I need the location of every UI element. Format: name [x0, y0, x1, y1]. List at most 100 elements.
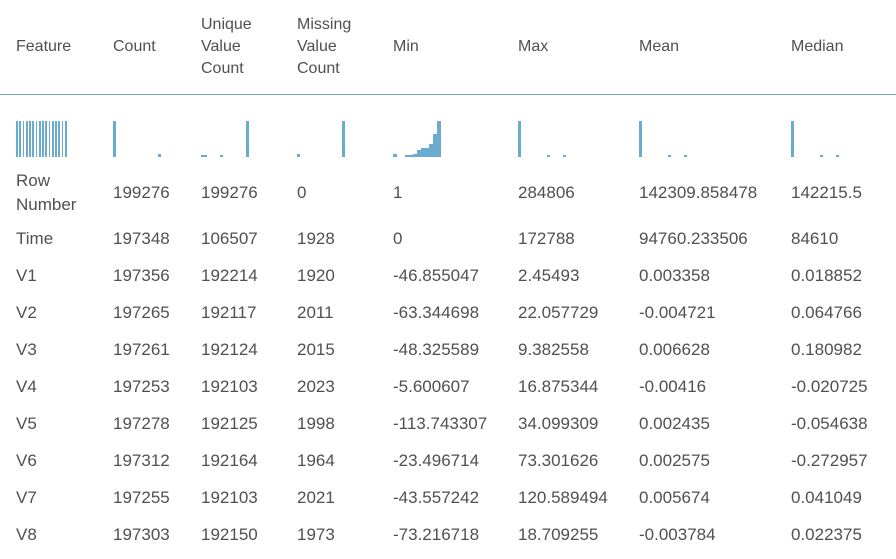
- feature-name-cell: V1: [16, 265, 37, 285]
- value-cell-min: -43.557242: [393, 487, 480, 507]
- histogram-bar: [38, 120, 41, 157]
- value-cell-mean: -0.003784: [639, 524, 716, 544]
- histogram-mean: [639, 119, 699, 157]
- column-header-missing-value-count[interactable]: Missing Value Count: [281, 0, 377, 95]
- table-row[interactable]: V4 197253 192103 2023 -5.600607 16.875344 -0.0…: [0, 368, 896, 405]
- histogram-cell-mean[interactable]: [623, 94, 775, 164]
- value-cell-median: 0.041049: [791, 487, 862, 507]
- value-cell-missing-value-count: 1973: [297, 524, 335, 544]
- table-row[interactable]: V1 197356 192214 1920 -46.855047 2.45493 0.003…: [0, 257, 896, 294]
- value-cell-unique-value-count: 192125: [201, 413, 258, 433]
- feature-name-cell: Time: [16, 228, 54, 248]
- column-header-unique-value-count[interactable]: Unique Value Count: [185, 0, 281, 95]
- table-row[interactable]: V6 197312 192164 1964 -23.496714 73.301626 0.0…: [0, 442, 896, 479]
- histogram-bar: [791, 120, 794, 157]
- value-cell-min: -63.344698: [393, 302, 480, 322]
- histogram-bar: [405, 154, 409, 157]
- histogram-bar: [220, 154, 224, 157]
- histogram-bar: [64, 120, 67, 157]
- value-cell-median: 0.180982: [791, 339, 862, 359]
- histogram-bar: [51, 120, 54, 157]
- column-header-min[interactable]: Min: [377, 0, 502, 95]
- value-cell-min: -48.325589: [393, 339, 480, 359]
- histogram-cell-feature[interactable]: [0, 94, 97, 164]
- feature-name-cell: V6: [16, 450, 37, 470]
- value-cell-min: -46.855047: [393, 265, 480, 285]
- histogram-bar: [429, 143, 433, 157]
- value-cell-median: 142215.5: [791, 183, 862, 202]
- value-cell-unique-value-count: 192124: [201, 339, 258, 359]
- histogram-bar: [58, 120, 60, 157]
- value-cell-max: 284806: [518, 183, 575, 202]
- histogram-cell-max[interactable]: [502, 94, 623, 164]
- histogram-bar: [297, 153, 300, 157]
- feature-name-cell: V2: [16, 302, 37, 322]
- histogram-bar: [683, 154, 687, 157]
- value-cell-count: 197261: [113, 339, 170, 359]
- value-cell-missing-value-count: 2011: [297, 302, 334, 322]
- feature-name-cell: V7: [16, 487, 37, 507]
- histogram-bar: [341, 120, 345, 157]
- histogram-bar: [437, 120, 441, 157]
- value-cell-min: -23.496714: [393, 450, 480, 470]
- value-cell-max: 18.709255: [518, 524, 599, 544]
- histogram-cell-median[interactable]: [775, 94, 896, 164]
- feature-name-cell: V8: [16, 524, 37, 544]
- histogram-bar: [413, 153, 417, 157]
- column-header-label: Feature: [16, 37, 72, 55]
- value-cell-unique-value-count: 192214: [201, 265, 258, 285]
- value-cell-max: 73.301626: [518, 450, 599, 470]
- histogram-bar: [55, 120, 57, 157]
- value-cell-mean: 0.006628: [639, 339, 710, 359]
- column-header-count[interactable]: Count: [97, 0, 185, 95]
- table-row[interactable]: V5 197278 192125 1998 -113.743307 34.099309 0.…: [0, 405, 896, 442]
- value-cell-missing-value-count: 2023: [297, 376, 335, 396]
- histogram-cell-min[interactable]: [377, 94, 502, 164]
- value-cell-median: 0.064766: [791, 302, 862, 322]
- table-row[interactable]: V2 197265 192117 2011 -63.344698 22.057729 -0.…: [0, 294, 896, 331]
- histogram-cell-count[interactable]: [97, 94, 185, 164]
- value-cell-mean: 0.002575: [639, 450, 710, 470]
- table-row[interactable]: V8 197303 192150 1973 -73.216718 18.709255 -0.…: [0, 516, 896, 553]
- value-cell-mean: 0.005674: [639, 487, 710, 507]
- feature-name-cell: V3: [16, 339, 37, 359]
- value-cell-min: -73.216718: [393, 524, 480, 544]
- value-cell-missing-value-count: 1920: [297, 265, 335, 285]
- value-cell-missing-value-count: 0: [297, 183, 307, 202]
- value-cell-median: -0.272957: [791, 450, 868, 470]
- value-cell-max: 9.382558: [518, 339, 589, 359]
- value-cell-max: 120.589494: [518, 487, 608, 507]
- histogram-bar: [433, 133, 437, 157]
- histogram-bar: [16, 120, 18, 157]
- feature-name-cell: V5: [16, 413, 37, 433]
- histogram-bar: [32, 120, 34, 157]
- histogram-cell-missing-value-count[interactable]: [281, 94, 377, 164]
- table-row[interactable]: Row Number 199276 199276 0 1 284806 142309.858…: [0, 164, 896, 220]
- value-cell-max: 172788: [518, 228, 575, 248]
- column-header-median[interactable]: Median: [775, 0, 896, 95]
- histogram-min: [393, 119, 453, 157]
- histogram-bar: [25, 120, 28, 157]
- value-cell-count: 197348: [113, 228, 170, 248]
- histogram-median: [791, 119, 851, 157]
- histogram-bar: [48, 120, 51, 157]
- table-row[interactable]: V7 197255 192103 2021 -43.557242 120.589494 0.…: [0, 479, 896, 516]
- value-cell-missing-value-count: 2015: [297, 339, 335, 359]
- column-header-label: Median: [791, 37, 844, 55]
- column-header-feature[interactable]: Feature: [0, 0, 97, 95]
- value-cell-median: 0.018852: [791, 265, 862, 285]
- value-cell-max: 22.057729: [518, 302, 599, 322]
- column-header-mean[interactable]: Mean: [623, 0, 775, 95]
- histogram-cell-unique-value-count[interactable]: [185, 94, 281, 164]
- histogram-bar: [667, 154, 671, 157]
- value-cell-mean: 0.003358: [639, 265, 710, 285]
- table-row[interactable]: V3 197261 192124 2015 -48.325589 9.382558 0.00…: [0, 331, 896, 368]
- histogram-bar: [29, 120, 31, 157]
- table-row[interactable]: Time 197348 106507 1928 0 172788 94760.233506 8…: [0, 220, 896, 257]
- value-cell-max: 2.45493: [518, 265, 580, 285]
- value-cell-median: -0.054638: [791, 413, 868, 433]
- histogram-bar: [562, 154, 566, 157]
- histogram-bar: [518, 120, 521, 157]
- column-header-max[interactable]: Max: [502, 0, 623, 95]
